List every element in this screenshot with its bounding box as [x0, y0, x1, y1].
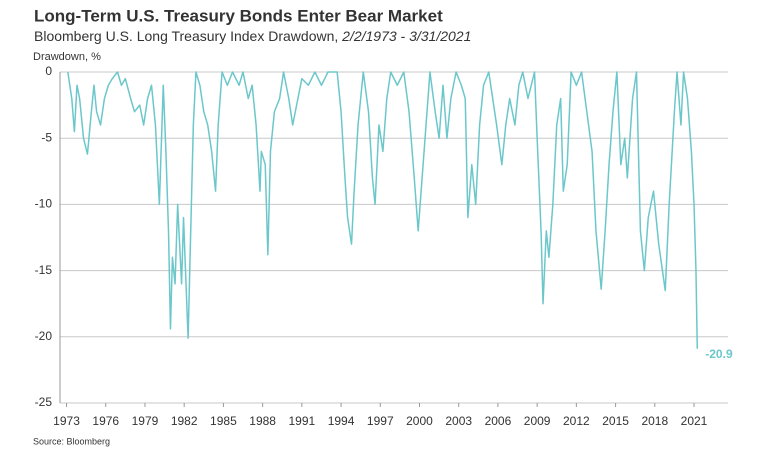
y-tick-label: -5 [41, 130, 52, 144]
y-tick-label: -10 [35, 197, 53, 211]
x-tick-label: 1985 [210, 414, 237, 428]
x-tick-label: 2012 [563, 414, 590, 428]
drawdown-line [67, 71, 699, 349]
y-tick-label: 0 [45, 64, 52, 78]
x-tick-label: 1997 [367, 414, 394, 428]
chart-subtitle: Bloomberg U.S. Long Treasury Index Drawd… [34, 28, 471, 44]
x-tick-label: 1994 [328, 414, 355, 428]
y-tick-label: -15 [35, 263, 53, 277]
y-tick-label: -25 [35, 395, 53, 409]
annotation: -20.9 [705, 347, 733, 361]
x-tick-label: 2015 [602, 414, 629, 428]
source: Source: Bloomberg [33, 436, 110, 446]
y-tick-label: -20 [35, 329, 53, 343]
x-tick-label: 1973 [53, 414, 80, 428]
x-tick-label: 2003 [445, 414, 472, 428]
x-tick-label: 1982 [171, 414, 198, 428]
x-tick-label: 2000 [406, 414, 433, 428]
x-tick-label: 1991 [288, 414, 315, 428]
y-axis-label: Drawdown, % [33, 51, 101, 63]
x-tick-label: 1979 [132, 414, 159, 428]
subtitle-text: Bloomberg U.S. Long Treasury Index Drawd… [34, 28, 342, 44]
x-tick-label: 1988 [249, 414, 276, 428]
x-tick-label: 2021 [681, 414, 708, 428]
x-tick-label: 2006 [485, 414, 512, 428]
x-tick-label: 2018 [641, 414, 668, 428]
chart-title: Long-Term U.S. Treasury Bonds Enter Bear… [34, 6, 443, 25]
x-tick-label: 1976 [92, 414, 119, 428]
x-tick-label: 2009 [524, 414, 551, 428]
subtitle-dates: 2/2/1973 - 3/31/2021 [341, 28, 471, 44]
